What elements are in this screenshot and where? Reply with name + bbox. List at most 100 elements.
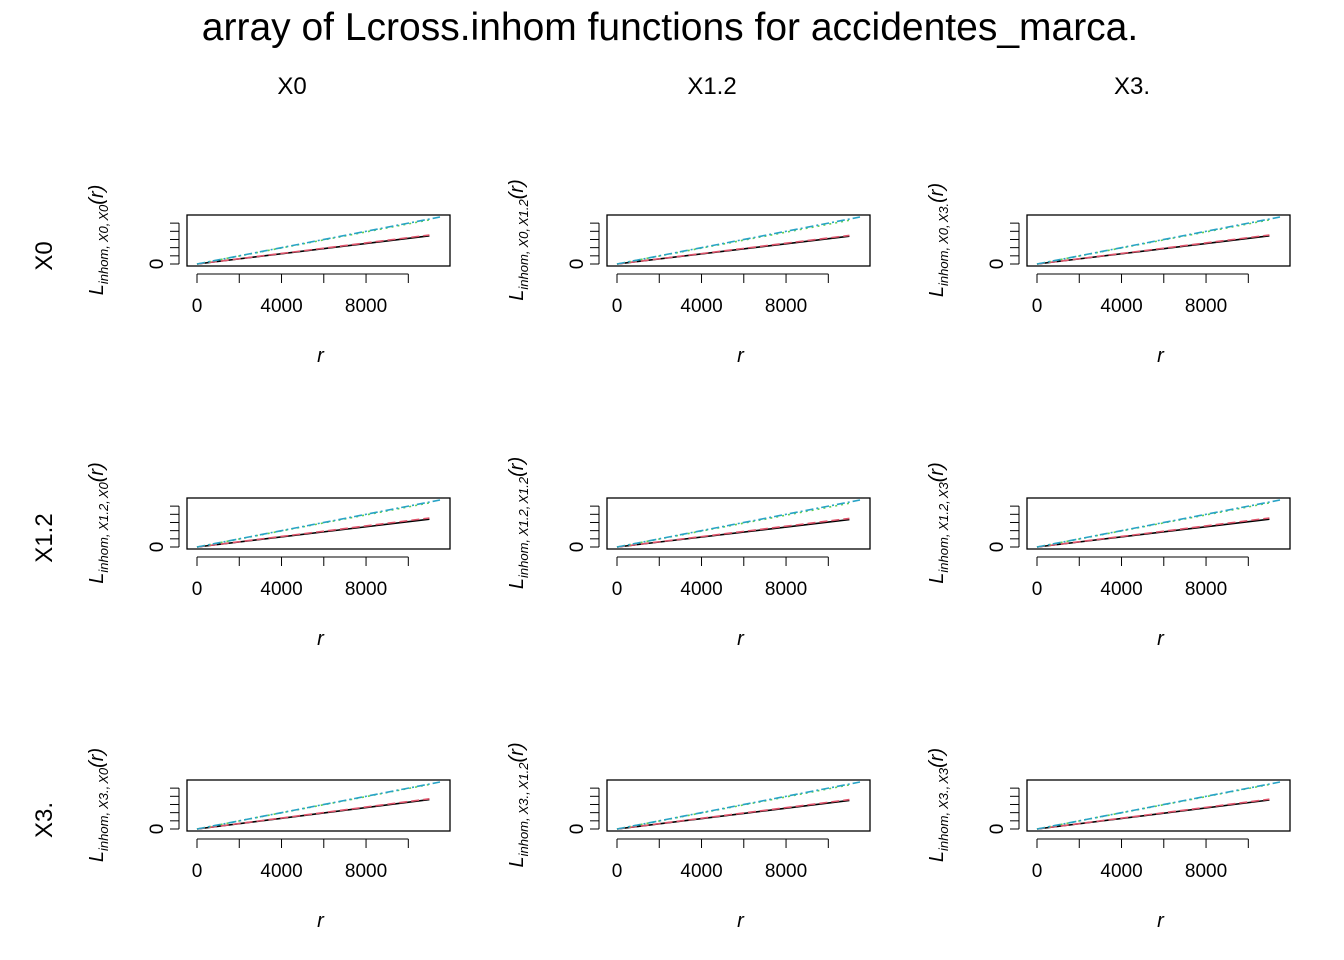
x-tick-label: 8000 bbox=[345, 296, 387, 317]
y-label-pair-second: X3 bbox=[936, 482, 951, 500]
series-line-theo bbox=[616, 781, 861, 830]
series-line-trans bbox=[196, 517, 430, 548]
x-tick-label: 4000 bbox=[680, 296, 722, 317]
y-label-argument: (r) bbox=[86, 748, 108, 768]
y-tick-label-zero: 0 bbox=[567, 259, 588, 270]
row-title-2: X1.2 bbox=[31, 513, 58, 562]
y-label-subscript-prefix: inhom, bbox=[516, 251, 531, 290]
x-tick-label: 4000 bbox=[680, 861, 722, 882]
y-label-pair-separator: , bbox=[96, 500, 111, 504]
y-tick-label-zero: 0 bbox=[987, 259, 1008, 270]
x-tick-label: 0 bbox=[192, 861, 203, 882]
y-label-argument: (r) bbox=[506, 742, 528, 762]
column-title-3: X3. bbox=[1114, 73, 1150, 100]
y-label-subscript-prefix: inhom, bbox=[516, 817, 531, 856]
x-tick-label: 8000 bbox=[765, 861, 807, 882]
x-tick-label: 4000 bbox=[1100, 579, 1142, 600]
y-label-argument: (r) bbox=[86, 185, 108, 205]
series-line-theo bbox=[196, 781, 441, 830]
series-line-iso bbox=[1036, 518, 1270, 548]
x-tick-label: 4000 bbox=[260, 579, 302, 600]
y-label-pair-second: X0 bbox=[96, 482, 111, 500]
y-label-subscript-prefix: inhom, bbox=[96, 812, 111, 851]
y-label-base: L bbox=[86, 284, 108, 295]
y-label-pair-first: X0 bbox=[96, 225, 111, 243]
x-tick-label: 0 bbox=[612, 861, 623, 882]
series-line-theo bbox=[616, 216, 861, 265]
y-tick-label-zero: 0 bbox=[987, 824, 1008, 835]
y-label-base: L bbox=[506, 578, 528, 589]
y-label-pair-separator: , bbox=[96, 786, 111, 790]
y-label-pair-separator: , bbox=[936, 224, 951, 228]
y-label-argument: (r) bbox=[506, 457, 528, 477]
row-title-3: X3. bbox=[31, 802, 58, 838]
y-label-argument: (r) bbox=[926, 183, 948, 203]
x-tick-label: 0 bbox=[612, 296, 623, 317]
x-tick-label: 8000 bbox=[1185, 861, 1227, 882]
row-title-1: X0 bbox=[31, 241, 58, 270]
y-label-pair-first: X0 bbox=[516, 231, 531, 249]
y-axis-label: Linhom,X0,X0(r) bbox=[86, 185, 111, 296]
y-axis-label: Linhom, X0,X1.2(r) bbox=[506, 179, 531, 300]
x-tick-label: 0 bbox=[192, 579, 203, 600]
y-label-base: L bbox=[506, 856, 528, 867]
y-label-subscript-prefix: inhom, bbox=[936, 812, 951, 851]
x-tick-label: 0 bbox=[192, 296, 203, 317]
x-tick-label: 8000 bbox=[1185, 296, 1227, 317]
x-axis-label: r bbox=[737, 628, 745, 650]
plot-frame bbox=[1026, 497, 1291, 550]
plot-frame bbox=[606, 497, 871, 550]
y-tick-label-zero: 0 bbox=[567, 824, 588, 835]
plot-frame bbox=[186, 214, 451, 267]
y-label-pair-second: X1.2 bbox=[516, 762, 531, 791]
y-label-pair-separator: , bbox=[516, 506, 531, 510]
y-axis-label: Linhom, X1.2,X0(r) bbox=[86, 462, 111, 583]
y-label-argument: (r) bbox=[506, 179, 528, 199]
plot-frame bbox=[186, 779, 451, 832]
y-label-subscript-prefix: inhom, bbox=[936, 534, 951, 573]
series-line-theo bbox=[1036, 499, 1281, 548]
y-label-pair-first: X1.2 bbox=[936, 503, 951, 532]
series-line-theo bbox=[196, 216, 441, 265]
x-tick-label: 8000 bbox=[345, 861, 387, 882]
series-line-trans bbox=[616, 798, 850, 830]
y-tick-label-zero: 0 bbox=[147, 542, 168, 553]
y-axis-label: Linhom, X1.2,X3(r) bbox=[926, 462, 951, 583]
series-line-theo bbox=[1036, 216, 1281, 265]
column-title-1: X0 bbox=[277, 73, 306, 100]
x-tick-label: 4000 bbox=[1100, 861, 1142, 882]
y-tick-label-zero: 0 bbox=[147, 259, 168, 270]
x-axis-label: r bbox=[317, 910, 325, 932]
y-axis-label: Linhom,X3.,X1.2(r) bbox=[506, 742, 531, 867]
y-label-pair-separator: , bbox=[516, 791, 531, 795]
panel-2-1: 0 4000 8000 0 r Linhom, X1.2,X0(r) bbox=[86, 462, 451, 650]
series-line-trans bbox=[616, 517, 850, 548]
y-label-subscript-prefix: inhom, bbox=[936, 247, 951, 286]
plot-frame bbox=[1026, 779, 1291, 832]
x-axis-label: r bbox=[737, 345, 745, 367]
panel-1-3: 0 4000 8000 0 r Linhom, X0,X3.(r) bbox=[926, 183, 1291, 367]
x-tick-label: 4000 bbox=[680, 579, 722, 600]
series-line-trans bbox=[1036, 517, 1270, 548]
panel-2-3: 0 4000 8000 0 r Linhom, X1.2,X3(r) bbox=[926, 462, 1291, 650]
y-label-pair-separator: , bbox=[936, 500, 951, 504]
y-tick-label-zero: 0 bbox=[147, 824, 168, 835]
series-line-theo bbox=[196, 499, 441, 548]
x-axis-label: r bbox=[317, 628, 325, 650]
series-line-trans bbox=[196, 234, 430, 265]
y-axis-label: Linhom,X1.2,X1.2(r) bbox=[506, 457, 531, 589]
plot-frame bbox=[1026, 214, 1291, 267]
y-label-pair-first: X1.2 bbox=[516, 508, 531, 537]
y-label-base: L bbox=[506, 290, 528, 301]
x-tick-label: 4000 bbox=[260, 861, 302, 882]
figure-title: array of Lcross.inhom functions for acci… bbox=[202, 6, 1138, 49]
y-label-pair-second: X0 bbox=[96, 204, 111, 222]
plot-frame bbox=[606, 214, 871, 267]
y-label-subscript-prefix: inhom, bbox=[516, 539, 531, 578]
x-tick-label: 8000 bbox=[1185, 579, 1227, 600]
y-label-argument: (r) bbox=[926, 748, 948, 768]
y-label-pair-second: X3 bbox=[936, 767, 951, 785]
